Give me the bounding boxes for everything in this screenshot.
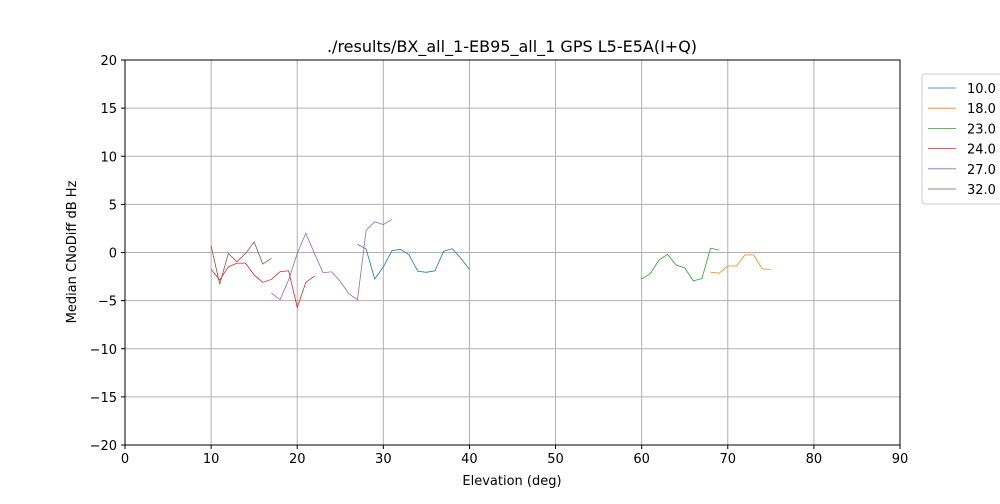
- y-tick-label: 20: [100, 54, 117, 69]
- y-tick-label: 0: [109, 247, 117, 262]
- series-lines: [210, 218, 771, 309]
- series-line-10.0: [357, 243, 470, 280]
- x-tick-label: 70: [720, 452, 737, 467]
- chart-title: ./results/BX_all_1-EB95_all_1 GPS L5-E5A…: [327, 37, 697, 57]
- y-tick-label: −5: [98, 295, 117, 310]
- grid: [124, 59, 901, 446]
- legend-label: 27.0: [967, 163, 996, 178]
- series-line-18.0: [710, 254, 771, 274]
- series-line-27.0: [271, 218, 393, 301]
- legend-label: 10.0: [967, 82, 996, 97]
- x-tick-label: 20: [289, 452, 306, 467]
- x-tick-label: 90: [892, 452, 909, 467]
- y-tick-label: −10: [90, 343, 117, 358]
- legend-frame: [921, 73, 1000, 205]
- legend: 10.0 18.0 23.0 24.0 27.0 32.0: [921, 73, 1000, 205]
- x-tick-label: 40: [461, 452, 478, 467]
- x-tick-label: 80: [806, 452, 823, 467]
- legend-label: 18.0: [967, 102, 996, 117]
- x-tick-label: 30: [375, 452, 392, 467]
- y-axis: −20 −15 −10 −5 0 5 10 15 20: [90, 54, 125, 454]
- y-tick-label: 10: [100, 150, 117, 165]
- x-tick-label: 50: [547, 452, 564, 467]
- x-tick-label: 60: [633, 452, 650, 467]
- y-tick-label: −15: [90, 391, 117, 406]
- x-axis: 0 10 20 30 40 50 60 70 80 90: [121, 445, 908, 467]
- series-line-32.0: [210, 241, 272, 285]
- y-axis-label: Median CNoDiff dB Hz: [65, 180, 80, 323]
- y-tick-label: −20: [90, 439, 117, 454]
- series-line-23.0: [641, 247, 720, 282]
- legend-label: 24.0: [967, 143, 996, 158]
- x-axis-label: Elevation (deg): [462, 474, 561, 489]
- x-tick-label: 0: [121, 452, 129, 467]
- series-line-24.0: [210, 262, 315, 309]
- x-tick-label: 10: [203, 452, 220, 467]
- legend-label: 32.0: [967, 183, 996, 198]
- y-tick-label: 15: [100, 102, 117, 117]
- legend-label: 23.0: [967, 122, 996, 137]
- y-tick-label: 5: [109, 198, 117, 213]
